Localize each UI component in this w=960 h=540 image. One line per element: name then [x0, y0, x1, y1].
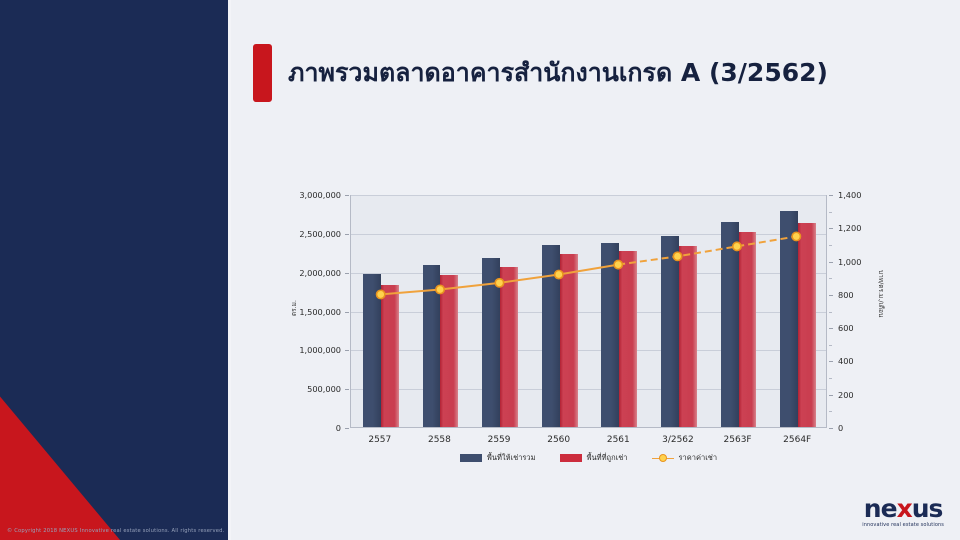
bar-occupied-area	[678, 246, 697, 427]
bar-occupied-area	[500, 267, 518, 427]
gridline	[351, 389, 826, 391]
bar-total-area	[422, 265, 441, 427]
left-axis-tick-label: 2,000,000	[299, 267, 341, 278]
category-label: 2557	[368, 435, 392, 445]
plot-area	[350, 195, 827, 428]
legend-label-total-area: พื้นที่ให้เช่ารวม	[486, 453, 536, 462]
right-axis-tick-label: 800	[838, 289, 854, 300]
legend-swatch-blue-icon	[459, 454, 482, 462]
category-label: 2561	[606, 435, 630, 445]
right-axis-minor-tick	[829, 344, 832, 346]
bar-total-area	[720, 221, 739, 427]
right-axis-tick-label: 0	[838, 423, 844, 433]
right-axis-tick	[829, 394, 833, 396]
logo-wordmark: nexus	[862, 496, 944, 521]
page-title: ภาพรวมตลาดอาคารสำนักงานเกรด A (3/2562)	[288, 58, 828, 87]
legend-line-marker-icon	[651, 454, 674, 462]
right-axis-tick-label: 600	[838, 323, 854, 334]
bar-total-area	[661, 236, 679, 427]
left-axis-tick-label: 1,000,000	[299, 345, 341, 356]
right-axis-tick	[829, 428, 833, 429]
bar-total-area	[362, 274, 381, 427]
category-label: 2564F	[783, 435, 812, 445]
legend-label-rental-price: ราคาค่าเช่า	[678, 453, 718, 462]
right-axis-tick	[829, 328, 833, 330]
right-axis-minor-tick	[829, 278, 832, 280]
right-axis-tick	[829, 261, 833, 263]
line-forecast-segment	[618, 235, 797, 266]
chart-container: ตร.ม. บาท/ตร.ม./เดือน 0 500,000 1,000,000 1…	[287, 170, 897, 490]
right-axis-minor-tick	[829, 378, 832, 380]
gridline	[351, 233, 826, 235]
left-axis-tick	[345, 428, 349, 429]
right-axis-tick-label: 1,000	[838, 256, 862, 267]
logo-tagline: innovative real estate solutions	[862, 522, 944, 528]
right-axis-tick	[829, 294, 833, 296]
left-axis-tick-label: 500,000	[307, 384, 341, 395]
right-axis-tick-label: 200	[838, 389, 854, 400]
legend-item-total-area[interactable]: พื้นที่ให้เช่ารวม	[459, 452, 536, 464]
left-axis-tick-label: 1,500,000	[299, 306, 341, 317]
logo-word-part-1: ne	[863, 494, 898, 523]
bar-occupied-area	[619, 251, 638, 427]
bar-occupied-area	[738, 232, 757, 427]
title-block: ภาพรวมตลาดอาคารสำนักงานเกรด A (3/2562)	[253, 44, 828, 102]
bar-occupied-area	[380, 284, 399, 427]
category-label: 2558	[427, 435, 451, 445]
legend-item-occupied-area[interactable]: พื้นที่ที่ถูกเช่า	[559, 452, 628, 464]
category-label: 2563F	[723, 435, 752, 445]
right-axis-minor-tick	[829, 411, 832, 413]
right-axis-title: บาท/ตร.ม./เดือน	[877, 270, 885, 318]
left-axis-tick	[345, 350, 349, 352]
bar-total-area	[482, 257, 501, 427]
right-axis-tick-label: 1,200	[838, 223, 862, 234]
category-label: 3/2562	[662, 435, 694, 445]
category-label: 2559	[487, 435, 511, 445]
copyright-text: © Copyright 2018 NEXUS Innovative real e…	[7, 528, 225, 534]
chart-legend: พื้นที่ให้เช่ารวม พื้นที่ที่ถูกเช่า ราคา…	[350, 452, 827, 464]
right-axis-tick-label: 400	[838, 356, 854, 367]
nexus-logo: nexus innovative real estate solutions	[862, 496, 944, 528]
panel-edge-divider	[228, 0, 231, 540]
right-axis-tick	[829, 195, 833, 196]
red-wedge-shape	[0, 360, 120, 540]
left-axis-tick-label: 0	[335, 423, 341, 433]
bar-occupied-area	[559, 254, 578, 427]
gridline	[351, 195, 826, 196]
bar-occupied-area	[798, 222, 817, 427]
gridline	[351, 350, 826, 352]
bar-occupied-area	[440, 274, 459, 427]
left-decorative-panel: © Copyright 2018 NEXUS Innovative real e…	[0, 0, 228, 540]
legend-item-rental-price[interactable]: ราคาค่าเช่า	[651, 452, 718, 464]
right-axis-tick	[829, 228, 833, 230]
title-accent-bar	[253, 44, 272, 102]
left-axis-tick	[345, 195, 349, 196]
left-axis-tick-label: 2,500,000	[299, 228, 341, 239]
bar-total-area	[601, 243, 620, 427]
left-axis-tick	[345, 389, 349, 391]
right-axis-minor-tick	[829, 244, 832, 246]
category-label: 2560	[547, 435, 571, 445]
gridline	[351, 311, 826, 313]
logo-word-part-2: us	[911, 494, 944, 523]
legend-label-occupied-area: พื้นที่ที่ถูกเช่า	[586, 453, 628, 462]
right-axis-tick-label: 1,400	[838, 190, 862, 200]
legend-swatch-red-icon	[559, 454, 582, 462]
bar-total-area	[780, 211, 799, 427]
logo-word-x: x	[896, 494, 913, 523]
left-axis-tick	[345, 272, 349, 274]
left-axis-tick	[345, 233, 349, 235]
right-axis-minor-tick	[829, 211, 832, 213]
bar-total-area	[541, 245, 560, 427]
left-axis-tick-label: 3,000,000	[299, 190, 341, 200]
right-axis-minor-tick	[829, 311, 832, 313]
left-axis-tick	[345, 311, 349, 313]
right-axis-tick	[829, 361, 833, 363]
